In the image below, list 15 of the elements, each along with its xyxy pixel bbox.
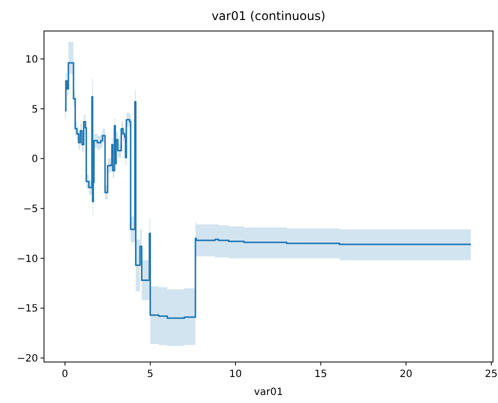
x-tick-label: 25 [484,369,498,380]
x-tick-label: 5 [147,369,154,380]
x-tick-label: 0 [62,369,68,380]
y-tick-label: 5 [32,104,38,116]
y-tick-label: −20 [16,354,38,365]
y-tick-label: −15 [16,304,38,315]
x-tick-label: 20 [400,369,412,380]
x-axis-title: var01 [254,387,283,398]
y-tick-label: 0 [32,154,38,166]
x-tick-label: 15 [314,369,328,380]
x-tick-label: 10 [229,369,242,380]
y-tick-label: −5 [23,204,38,215]
chart-title: var01 (continuous) [212,9,326,23]
y-tick-label: −10 [16,254,38,265]
y-tick-label: 10 [25,54,38,66]
